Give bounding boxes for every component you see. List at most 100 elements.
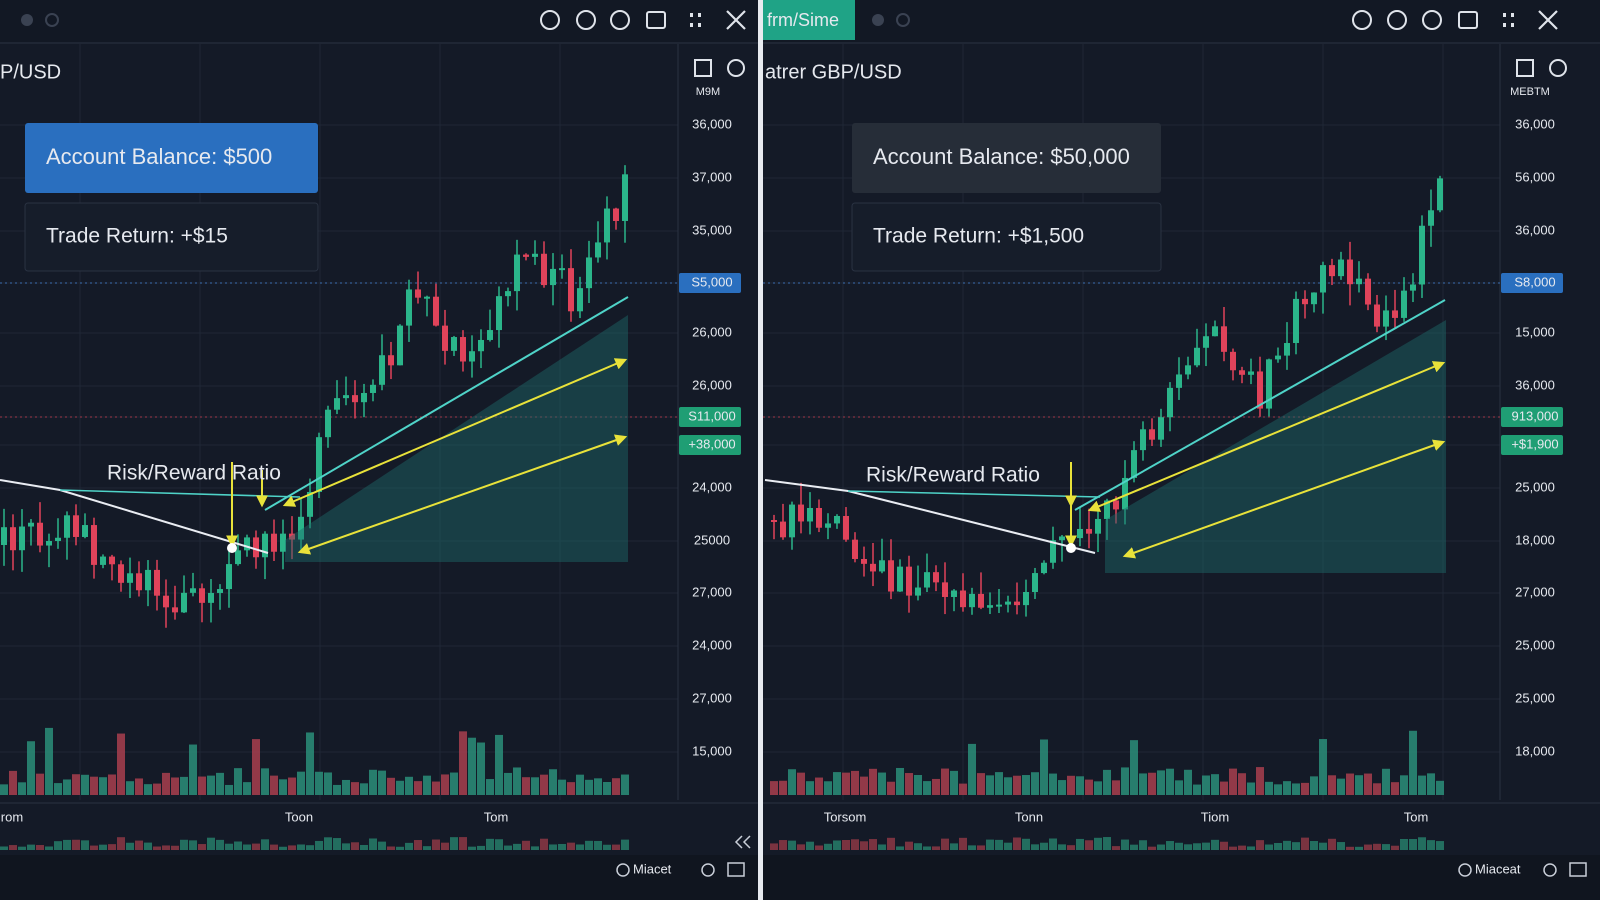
tool-icon[interactable] [610,10,630,30]
mini-volume [1274,842,1282,850]
candle [613,208,619,221]
axis-icon[interactable] [1549,59,1567,77]
mini-volume [324,837,332,850]
time-label: Toon [285,809,313,824]
volume-bar [887,781,895,795]
mini-volume [621,839,629,850]
price-label: 35,000 [692,222,732,237]
refresh-icon[interactable] [1543,863,1557,877]
footer-text[interactable]: Miaceat [1475,861,1521,876]
mini-volume [522,840,530,850]
volume-bar [315,771,323,795]
candle [532,253,538,257]
candle [208,592,214,603]
footer-text[interactable]: Miacet [633,861,672,876]
candle [906,566,912,596]
mini-volume [977,845,985,850]
candle [622,174,628,221]
mini-volume [1337,842,1345,850]
mini-volume [315,840,323,850]
volume-bar [360,783,368,795]
refresh-icon[interactable] [701,863,715,877]
candle [361,392,367,403]
collapse-icon[interactable] [734,835,751,849]
axis-icon[interactable] [727,59,745,77]
footer-dot[interactable] [616,863,630,877]
mini-volume [1049,838,1057,850]
rr-label: Risk/Reward Ratio [107,462,281,485]
tool-icon[interactable] [540,10,560,30]
mini-volume [1094,837,1102,850]
candle [879,560,885,572]
volume-bar [54,783,62,795]
candle [996,604,1002,607]
mini-volume [905,841,913,850]
volume-bar [603,781,611,795]
volume-bar [459,731,467,795]
volume-bar [1328,775,1336,795]
support-line [847,490,1101,498]
pin-icon[interactable] [872,14,884,26]
volume-bar [1040,739,1048,795]
mini-volume [369,838,377,850]
mini-volume [63,839,71,850]
price-label: 26,000 [692,377,732,392]
candle [37,522,43,546]
footer-dot[interactable] [1458,863,1472,877]
axis-icon[interactable] [694,59,712,77]
volume-bar [968,743,976,795]
volume-bar [797,772,805,795]
layout-icon[interactable] [1458,11,1478,29]
grid-icon[interactable] [1503,13,1514,27]
candle [118,564,124,583]
mini-volume [585,840,593,850]
tab[interactable] [763,0,855,40]
pin-icon[interactable] [21,14,33,26]
close-icon[interactable] [1538,10,1558,30]
volume-bar [815,777,823,795]
volume-bar [252,739,260,795]
candle [1302,298,1308,305]
dot-icon[interactable] [896,13,910,27]
volume-bar [441,774,449,795]
mini-volume [567,842,575,850]
candle [55,537,61,542]
volume-bar [1175,780,1183,795]
grid-icon[interactable] [690,13,701,27]
candle [1329,265,1335,277]
mini-volume [995,839,1003,850]
tool-icon[interactable] [576,10,596,30]
candle [1356,278,1362,285]
volume-bar [243,782,251,795]
mini-volume [1427,840,1435,850]
price-label: 24,000 [692,479,732,494]
candle [226,564,232,590]
tab-label[interactable]: frm/Sime [767,10,839,30]
mail-icon[interactable] [727,862,745,877]
volume-bar [1256,767,1264,795]
price-label: 26,000 [692,324,732,339]
axis-icon[interactable] [1516,59,1534,77]
volume-bar [1211,774,1219,795]
target-arrow [1122,439,1446,559]
volume-bar [1004,777,1012,795]
mini-volume [1130,844,1138,850]
candle [496,296,502,331]
mini-volume [396,846,404,850]
tool-icon[interactable] [1387,10,1407,30]
tool-icon[interactable] [1352,10,1372,30]
mini-volume [153,846,161,850]
mail-icon[interactable] [1569,862,1587,877]
dot-icon[interactable] [45,13,59,27]
tool-icon[interactable] [1422,10,1442,30]
mini-volume [1139,840,1147,850]
volume-bar [1202,775,1210,795]
close-icon[interactable] [726,10,746,30]
mini-volume [1076,838,1084,850]
candle [145,569,151,591]
candle [406,289,412,326]
layout-icon[interactable] [646,11,666,29]
divider [758,0,763,900]
mini-volume [860,841,868,850]
mini-volume [477,845,485,850]
